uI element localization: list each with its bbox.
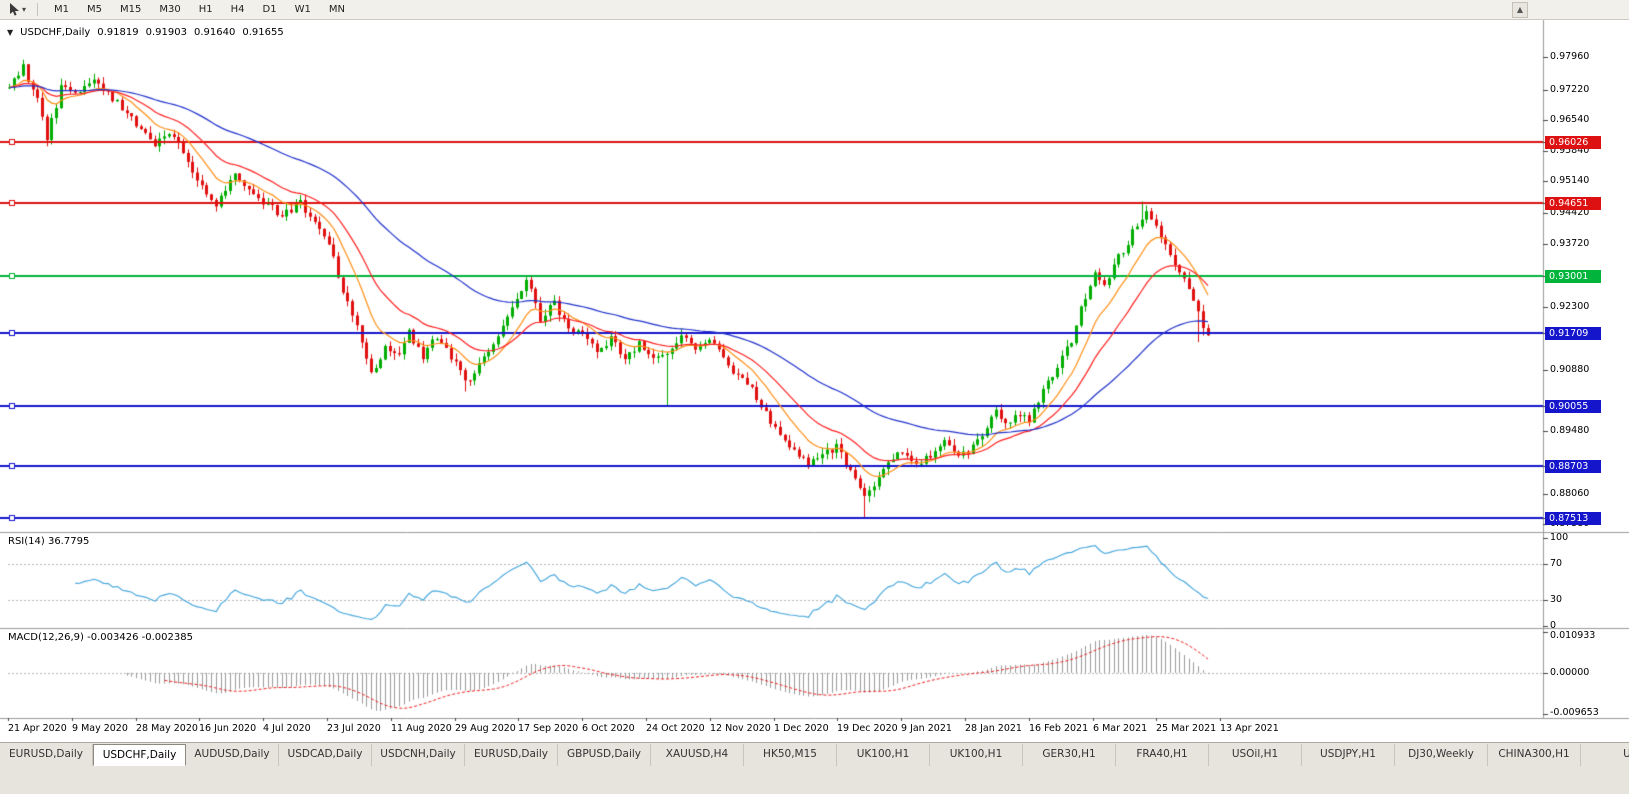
symbol-tab-ger30-h1[interactable]: GER30,H1: [1023, 744, 1116, 766]
symbol-tab-usdcad-daily[interactable]: USDCAD,Daily: [279, 744, 372, 766]
top-toolbar: ▾ M1 M5 M15 M30 H1 H4 D1 W1 MN ▲: [0, 0, 1629, 20]
timeframe-m30[interactable]: M30: [150, 1, 189, 19]
ohlc-low: 0.91640: [193, 27, 236, 38]
symbol-tab-eurusd-daily[interactable]: EURUSD,Daily: [0, 744, 93, 766]
symbol-tab-audusd-daily[interactable]: AUDUSD,Daily: [186, 744, 279, 766]
symbol-tabs: EURUSD,Daily USDCHF,Daily AUDUSD,Daily USDC…: [0, 744, 1629, 766]
symbol-tab-gbpusd-daily[interactable]: GBPUSD,Daily: [558, 744, 651, 766]
symbol-tab-u[interactable]: U: [1581, 744, 1629, 766]
timeframe-w1[interactable]: W1: [286, 1, 320, 19]
scroll-up-button[interactable]: ▲: [1512, 2, 1528, 18]
toolbar-separator: [37, 3, 39, 16]
timeframe-m5[interactable]: M5: [78, 1, 111, 19]
cursor-icon: [10, 3, 19, 16]
timeframe-m1[interactable]: M1: [45, 1, 78, 19]
symbol-tab-china300-h1[interactable]: CHINA300,H1: [1488, 744, 1581, 766]
ohlc-open: 0.91819: [97, 27, 139, 38]
symbol-tab-usoil-h1[interactable]: USOil,H1: [1209, 744, 1302, 766]
ohlc-high: 0.91903: [145, 27, 187, 38]
cursor-tool-button[interactable]: ▾: [5, 1, 30, 19]
ohlc-close: 0.91655: [242, 27, 284, 38]
chart-menu-icon[interactable]: ▼: [7, 28, 14, 37]
symbol-tab-dj30-weekly[interactable]: DJ30,Weekly: [1395, 744, 1488, 766]
timeframe-h1[interactable]: H1: [190, 1, 222, 19]
symbol-tab-bar: EURUSD,Daily USDCHF,Daily AUDUSD,Daily USDC…: [0, 742, 1629, 794]
symbol-tab-xauusd-h4[interactable]: XAUUSD,H4: [651, 744, 744, 766]
symbol-tab-uk100-h1[interactable]: UK100,H1: [930, 744, 1023, 766]
timeframe-mn[interactable]: MN: [320, 1, 354, 19]
symbol-tab-usdchf-daily[interactable]: USDCHF,Daily: [93, 744, 186, 766]
chevron-down-icon: ▾: [22, 5, 27, 14]
chart-symbol-label: USDCHF,Daily: [20, 27, 91, 38]
symbol-tab-uk100-h1[interactable]: UK100,H1: [837, 744, 930, 766]
timeframe-d1[interactable]: D1: [254, 1, 286, 19]
symbol-tab-fra40-h1[interactable]: FRA40,H1: [1116, 744, 1209, 766]
symbol-tab-eurusd-daily[interactable]: EURUSD,Daily: [465, 744, 558, 766]
symbol-tab-usdcnh-daily[interactable]: USDCNH,Daily: [372, 744, 465, 766]
ohlc-info: ▼ USDCHF,Daily 0.91819 0.91903 0.91640 0…: [7, 27, 284, 38]
timeframe-m15[interactable]: M15: [111, 1, 150, 19]
timeframe-button-group: M1 M5 M15 M30 H1 H4 D1 W1 MN: [45, 1, 354, 19]
rsi-indicator-label: RSI(14) 36.7795: [8, 536, 90, 547]
symbol-tab-usdjpy-h1[interactable]: USDJPY,H1: [1302, 744, 1395, 766]
timeframe-h4[interactable]: H4: [222, 1, 254, 19]
symbol-tab-hk50-m15[interactable]: HK50,M15: [744, 744, 837, 766]
macd-indicator-label: MACD(12,26,9) -0.003426 -0.002385: [8, 632, 193, 643]
